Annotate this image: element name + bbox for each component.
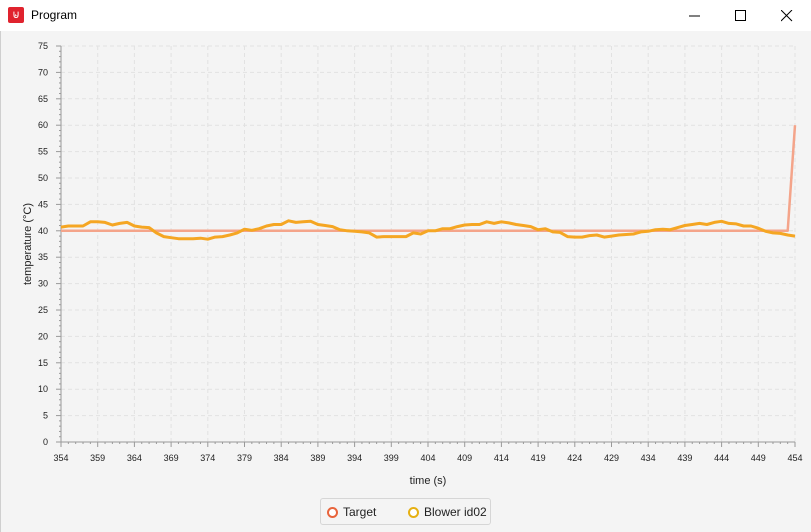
x-tick-label: 404 — [420, 453, 435, 463]
temperature-chart: 354 359 364 369 374 379 384 389 394 399 404 409 414 4… — [22, 41, 803, 487]
x-tick-label: 384 — [274, 453, 289, 463]
x-tick-label: 429 — [604, 453, 619, 463]
x-tick-label: 369 — [164, 453, 179, 463]
x-tick-label: 449 — [751, 453, 766, 463]
x-tick-label: 409 — [457, 453, 472, 463]
y-tick-label: 35 — [38, 252, 48, 262]
x-tick-label: 419 — [531, 453, 546, 463]
close-icon — [781, 10, 793, 22]
legend-marker-target — [327, 506, 338, 518]
minimize-button[interactable] — [672, 0, 718, 31]
y-tick-label: 0 — [43, 437, 48, 447]
legend-label-target: Target — [343, 505, 377, 519]
y-tick-label: 45 — [38, 199, 48, 209]
x-tick-label: 399 — [384, 453, 399, 463]
maximize-icon — [735, 10, 746, 21]
x-tick-label: 434 — [641, 453, 656, 463]
x-tick-label: 354 — [53, 453, 68, 463]
x-axis-label: time (s) — [410, 475, 447, 487]
app-logo-icon: ⊌ — [8, 7, 24, 23]
legend-label-blower: Blower id02 — [424, 505, 487, 519]
y-tick-label: 75 — [38, 41, 48, 51]
x-tick-label: 359 — [90, 453, 105, 463]
y-tick-label: 70 — [38, 67, 48, 77]
y-tick-label: 25 — [38, 305, 48, 315]
chart-area: 354 359 364 369 374 379 384 389 394 399 404 409 414 4… — [0, 31, 811, 532]
minimize-icon — [689, 15, 700, 17]
y-tick-label: 65 — [38, 94, 48, 104]
series-lines — [60, 125, 797, 241]
x-tick-label: 394 — [347, 453, 362, 463]
y-tick-label: 20 — [38, 331, 48, 341]
axes: 354 359 364 369 374 379 384 389 394 399 404 409 414 4… — [38, 41, 803, 463]
maximize-button[interactable] — [718, 0, 764, 31]
series-line-blower — [60, 219, 796, 241]
x-tick-label: 444 — [714, 453, 729, 463]
x-tick-label: 454 — [787, 453, 802, 463]
y-tick-label: 10 — [38, 384, 48, 394]
y-tick-label: 30 — [38, 279, 48, 289]
y-tick-label: 60 — [38, 120, 48, 130]
legend-item-target: Target — [327, 505, 376, 519]
close-button[interactable] — [764, 0, 810, 31]
x-tick-label: 364 — [127, 453, 142, 463]
window-title: Program — [31, 8, 78, 22]
x-tick-label: 374 — [200, 453, 215, 463]
grid-lines — [60, 45, 796, 443]
x-tick-label: 424 — [567, 453, 582, 463]
window-frame — [0, 31, 1, 532]
y-tick-label: 15 — [38, 358, 48, 368]
chart-legend: Target Blower id02 — [320, 498, 491, 525]
x-tick-label: 389 — [310, 453, 325, 463]
series-line-target — [61, 125, 797, 233]
x-tick-label: 414 — [494, 453, 509, 463]
y-tick-label: 5 — [43, 411, 48, 421]
legend-item-blower: Blower id02 — [408, 505, 487, 519]
y-tick-label: 40 — [38, 226, 48, 236]
x-tick-label: 439 — [677, 453, 692, 463]
x-tick-label: 379 — [237, 453, 252, 463]
y-axis-label: temperature (°C) — [22, 203, 34, 285]
y-tick-label: 50 — [38, 173, 48, 183]
y-tick-label: 55 — [38, 147, 48, 157]
title-bar[interactable]: ⊌ Program — [0, 0, 811, 31]
legend-marker-blower — [408, 506, 419, 518]
